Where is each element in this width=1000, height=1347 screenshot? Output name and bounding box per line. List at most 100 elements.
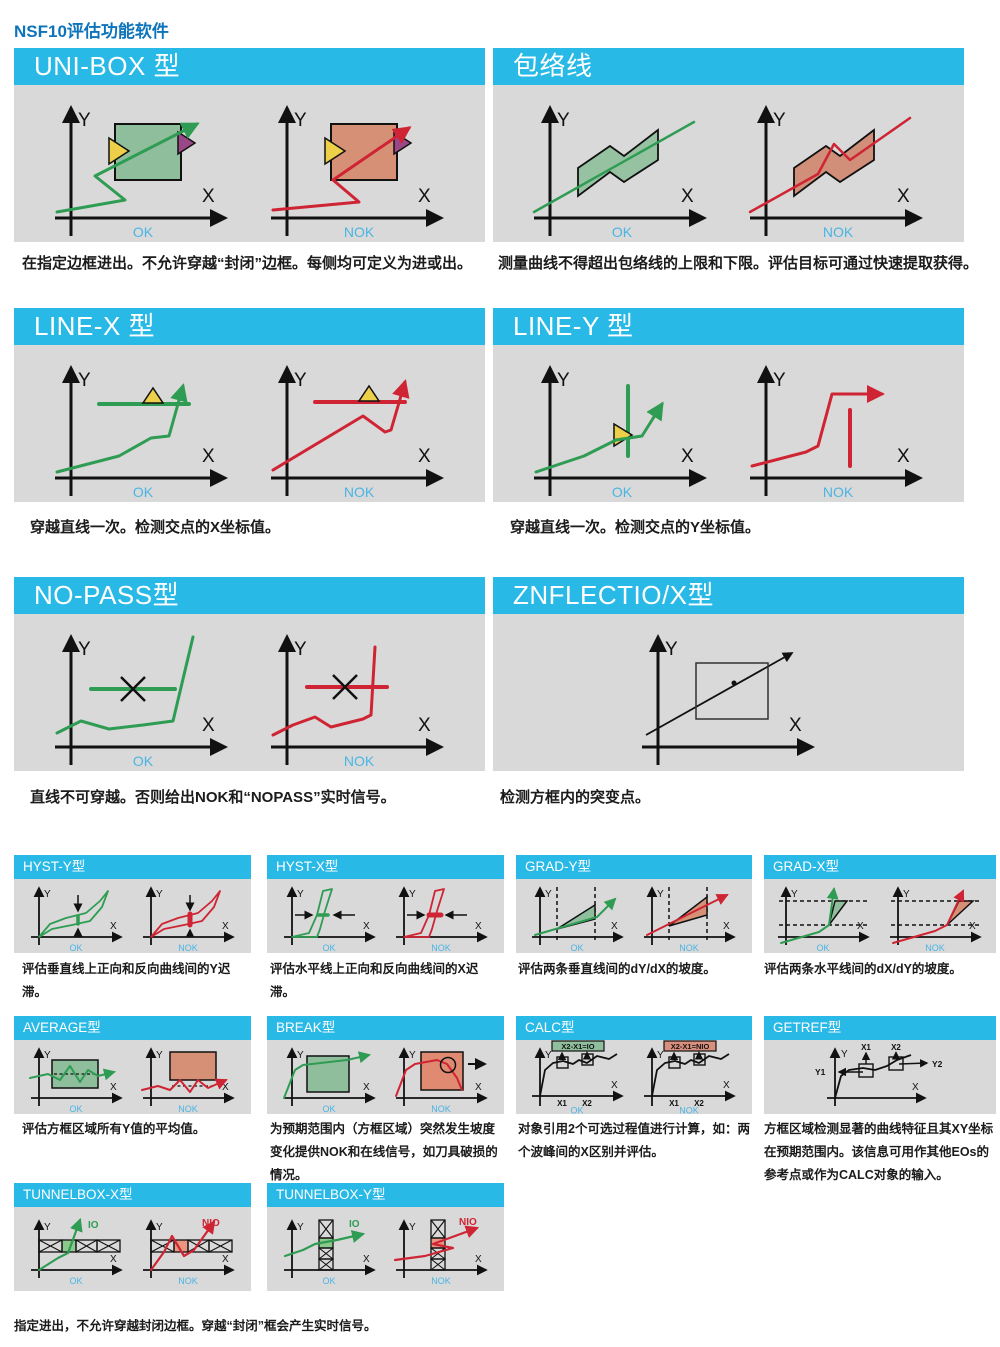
calc-ok-chart: Y X X2-X1=IO X1 X2 OK: [532, 1040, 624, 1115]
nok-label: NOK: [343, 484, 374, 500]
cross-icon: [318, 1247, 333, 1260]
inflection-point: [731, 680, 736, 685]
hystx-nok-chart: Y X NOK: [391, 879, 493, 953]
nok-curve: [271, 125, 411, 211]
tunnelboxy-ok-chart: Y X IO OK: [279, 1219, 381, 1286]
x-axis-label: X: [202, 446, 215, 467]
y-axis-label: Y: [297, 889, 304, 900]
x-axis-label: X: [363, 921, 370, 932]
hystx-ok-chart: Y X OK: [279, 879, 381, 953]
panel-calc: CALC型 Y X X2-X1=IO X1 X2 OK Y X: [516, 1016, 752, 1114]
panel-average-body: Y X OK Y X NOK: [14, 1040, 251, 1114]
x-axis-label: X: [110, 1254, 117, 1265]
break-point-circle: [439, 1056, 456, 1074]
y-axis-label: Y: [773, 370, 786, 391]
y-axis-label: Y: [409, 1222, 416, 1233]
formula-box: [551, 1040, 605, 1052]
ok-label: OK: [132, 224, 153, 240]
x2-label: X2: [582, 1099, 592, 1108]
x-axis-label: X: [475, 921, 482, 932]
nok-curve: [748, 116, 911, 213]
x-axis-label: X: [222, 921, 229, 932]
x-axis-label: X: [475, 1254, 482, 1265]
ok-label: OK: [816, 943, 829, 953]
y-axis-label: Y: [665, 639, 678, 660]
ok-label: OK: [322, 1276, 335, 1286]
y-axis-label: Y: [657, 1050, 664, 1061]
hysty-ok-chart: Y X OK: [26, 879, 128, 953]
cross-icon: [318, 1219, 333, 1239]
znflectio-chart: Y X: [634, 617, 824, 769]
panel-unibox-header: UNI-BOX 型: [14, 48, 485, 85]
y1-label: Y1: [815, 1067, 826, 1077]
hysty-desc: 评估垂直线上正向和反向曲线间的Y迟滞。: [22, 962, 231, 999]
x-axis-label: X: [110, 1082, 117, 1093]
tunnel-cell: [207, 1239, 233, 1253]
x1-label: X1: [861, 1043, 871, 1052]
cross-icon: [430, 1219, 445, 1239]
nok-label: NOK: [822, 224, 853, 240]
y-axis-label: Y: [78, 639, 91, 660]
y-axis-label: Y: [557, 110, 570, 131]
io-label: IO: [88, 1220, 99, 1231]
x-axis-label: X: [789, 715, 802, 736]
x-axis-label: X: [418, 446, 431, 467]
nok-label: NOK: [925, 943, 945, 953]
average-desc: 评估方框区域所有Y值的平均值。: [22, 1122, 206, 1136]
getref-chart: Y X X1 X2 Y1 Y2: [815, 1043, 943, 1106]
tunnel-cell: [317, 1219, 334, 1239]
formula-box: [663, 1040, 717, 1052]
panel-envelope-body: Y X OK Y X NOK: [493, 85, 964, 242]
x-axis-label: X: [897, 186, 910, 207]
feature-box-1: [858, 1063, 874, 1078]
nopass-desc: 直线不可穿越。否则给出NOK和“NOPASS”实时信号。: [30, 789, 396, 806]
grady-ok-chart: Y X OK: [527, 887, 629, 953]
x-axis-label: X: [202, 715, 215, 736]
cross-icon: [119, 675, 146, 702]
hystx-desc: 评估水平线上正向和反向曲线间的X迟滞。: [270, 962, 479, 999]
hysteresis-loop: [290, 888, 333, 938]
y-axis-label: Y: [409, 889, 416, 900]
curve: [645, 651, 794, 736]
panel-linex: LINE-X 型 Y X OK Y X NOK: [14, 308, 485, 502]
panel-nopass-body: Y X OK Y X NOK: [14, 614, 485, 771]
nok-label: NOK: [431, 1276, 451, 1286]
nok-label: NOK: [343, 753, 374, 769]
ok-curve: [532, 120, 695, 213]
x-axis-label: X: [857, 921, 864, 932]
ok-label: OK: [570, 1106, 583, 1115]
panel-tunnelboxy-body: Y X IO OK Y X NIO NOK: [267, 1207, 504, 1291]
panel-unibox: UNI-BOX 型 Y X OK Y X NOK: [14, 48, 485, 242]
panel-hysty-body: Y X OK Y X NOK: [14, 879, 251, 953]
tunnelboxy-nok-chart: Y X NIO NOK: [393, 1217, 493, 1286]
cross-icon: [430, 1258, 445, 1271]
tunnel-cell: [317, 1258, 334, 1271]
x-axis-label: X: [969, 921, 976, 932]
panel-gradx-body: Y X OK Y X NOK: [764, 879, 996, 953]
liney-nok-chart: Y X NOK: [742, 348, 932, 500]
formula-label: X2-X1=NIO: [671, 1042, 710, 1051]
unibox-ok-chart: Y X OK: [47, 88, 237, 240]
hysteresis-loop: [37, 890, 109, 938]
ok-curve: [534, 897, 617, 936]
panel-break-body: Y X OK Y X NOK: [267, 1040, 504, 1114]
ok-curve: [28, 1065, 116, 1083]
y-axis-label: Y: [294, 370, 307, 391]
y-axis-label: Y: [44, 1050, 51, 1061]
nok-label: NOK: [178, 1104, 198, 1114]
panel-calc-header: CALC型: [516, 1016, 752, 1040]
y-axis-label: Y: [557, 370, 570, 391]
ok-curve: [282, 1051, 371, 1099]
ok-label: OK: [570, 943, 583, 953]
cross-icon: [150, 1239, 174, 1253]
gradx-ok-chart: Y X OK: [773, 887, 875, 953]
panel-gradx-header: GRAD-X型: [764, 855, 996, 879]
x-axis-label: X: [222, 1254, 229, 1265]
envelope-band-red: [792, 127, 875, 198]
panel-break-header: BREAK型: [267, 1016, 504, 1040]
entry-marker-icon: [107, 136, 130, 165]
panel-znflectio-header: ZNFLECTIO/X型: [493, 577, 964, 614]
panel-tunnelboxx: TUNNELBOX-X型 Y X IO OK Y X: [14, 1183, 251, 1291]
hysteresis-loop: [402, 888, 445, 938]
nok-label: NOK: [431, 1104, 451, 1114]
